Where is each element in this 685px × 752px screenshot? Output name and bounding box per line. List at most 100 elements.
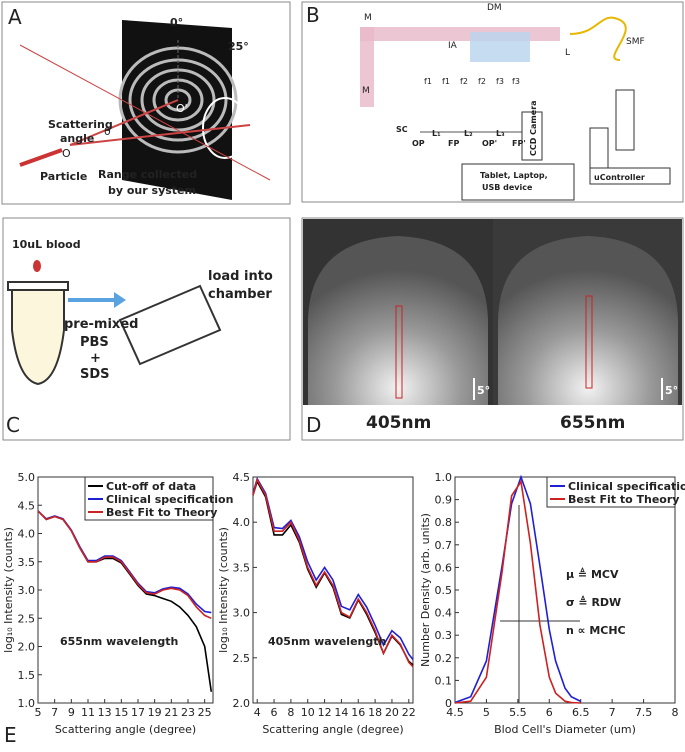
label: θ: [104, 125, 111, 138]
x-tick-label: 10: [301, 706, 315, 719]
label: USB device: [482, 183, 533, 192]
legend-box: [84, 476, 214, 521]
label: L₁: [432, 129, 441, 138]
label: FP': [512, 139, 526, 148]
label: f1: [424, 77, 432, 86]
label: angle: [60, 132, 94, 145]
y-tick-label: 0.6: [435, 561, 453, 574]
y-tick-label: 3.0: [18, 584, 36, 597]
label: 655nm: [560, 413, 625, 433]
chamber: [118, 284, 222, 366]
x-tick-label: 6: [546, 706, 553, 719]
laser: [615, 89, 635, 151]
y-axis-label: log₁₀ Intensity (counts): [217, 527, 230, 653]
arrow-head: [114, 292, 126, 308]
label: f1: [442, 77, 450, 86]
annotation: σ ≜ RDW: [566, 595, 621, 609]
annotation: μ ≜ MCV: [566, 567, 619, 581]
label: Scattering: [48, 118, 113, 131]
x-tick-label: 4.5: [446, 706, 464, 719]
pattern: [308, 236, 488, 405]
series-line: [37, 510, 212, 620]
label: M: [364, 13, 372, 23]
label: Tablet, Laptop,: [480, 171, 548, 180]
x-tick-label: 6: [271, 706, 278, 719]
label: DM: [487, 3, 502, 13]
label: 5°: [477, 384, 490, 397]
label: Particle: [40, 170, 87, 183]
label: L₂: [464, 129, 473, 138]
label: 25°: [228, 40, 249, 53]
x-tick-label: 6.5: [572, 706, 590, 719]
label: uController: [594, 173, 645, 182]
y-tick-label: 0.7: [435, 539, 453, 552]
y-tick-label: 3.5: [18, 556, 36, 569]
axis-line: [19, 44, 271, 181]
x-tick-label: 16: [351, 706, 365, 719]
blood-drop: [33, 260, 41, 272]
label: IA: [448, 41, 458, 51]
legend-label: Best Fit to Theory: [106, 506, 217, 519]
label: f3: [496, 77, 504, 86]
x-tick-label: 12: [318, 706, 332, 719]
tube-cap: [7, 281, 69, 291]
camera-box: [521, 111, 543, 161]
y-tick-label: 1.0: [435, 471, 453, 484]
roi: [585, 295, 593, 389]
label: pre-mixed: [64, 317, 138, 332]
x-tick-label: 22: [402, 706, 416, 719]
y-tick-label: 0.8: [435, 516, 453, 529]
label: L: [565, 48, 570, 58]
x-axis-label: Scattering angle (degree): [55, 723, 196, 736]
x-tick-label: 17: [131, 706, 145, 719]
y-tick-label: 4.5: [233, 471, 251, 484]
label: SMF: [626, 37, 645, 47]
label: 0°: [170, 16, 183, 29]
label: f2: [460, 77, 468, 86]
x-tick-label: 7: [609, 706, 616, 719]
beam: [360, 27, 374, 107]
y-tick-label: 0.1: [435, 674, 453, 687]
legend-box: [546, 476, 676, 508]
label: SC: [396, 125, 408, 134]
fiber: [569, 16, 627, 61]
incident-arrow: [19, 148, 63, 167]
x-tick-label: 8: [672, 706, 679, 719]
controller-box: [589, 167, 671, 185]
panel-letter: C: [6, 413, 20, 437]
series-line: [454, 479, 581, 704]
label: 10uL blood: [12, 238, 81, 251]
label: OP: [412, 139, 425, 148]
y-tick-label: 4.0: [233, 516, 251, 529]
label: M: [362, 86, 370, 96]
x-tick-label: 23: [181, 706, 195, 719]
x-axis-label: Scattering angle (degree): [262, 723, 403, 736]
panel-letter: D: [306, 413, 321, 437]
legend-label: Clinical specification: [568, 480, 685, 493]
y-tick-label: 1.0: [18, 697, 36, 710]
x-tick-label: 8: [287, 706, 294, 719]
label: PBS: [80, 335, 109, 350]
x-tick-label: 21: [164, 706, 178, 719]
x-tick-label: 5: [483, 706, 490, 719]
label: O': [176, 102, 188, 115]
tube: [11, 287, 65, 386]
y-tick-label: 0.9: [435, 494, 453, 507]
panel-d: D 405nm 655nm 5° 5°: [301, 217, 684, 441]
y-tick-label: 2.0: [18, 641, 36, 654]
annotation: n ∝ MCHC: [566, 624, 626, 637]
x-tick-label: 25: [198, 706, 212, 719]
legend-label: Best Fit to Theory: [568, 493, 679, 506]
series-line: [252, 476, 414, 661]
pattern: [498, 236, 678, 405]
panel-b: B M M DM IA SMF L f1 f1 f2 f2 f3 f3 SC O…: [301, 1, 684, 203]
label: by our system: [108, 184, 196, 197]
panel-a: A 0° 25° Scattering angle θ O' O Particl…: [1, 1, 291, 205]
y-tick-label: 3.5: [233, 561, 251, 574]
y-tick-label: 3.0: [233, 607, 251, 620]
legend-label: Clinical specification: [106, 493, 233, 506]
label: SDS: [80, 367, 110, 382]
ray: [69, 124, 251, 146]
x-tick-label: 11: [81, 706, 95, 719]
